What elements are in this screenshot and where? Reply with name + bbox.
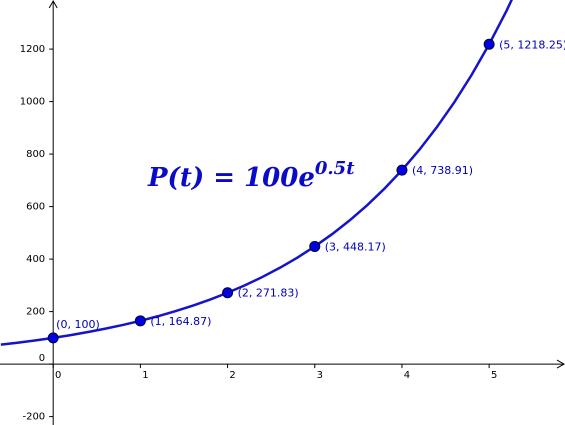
- y-tick-label: 1200: [20, 44, 45, 55]
- formula-exponent: 0.5t: [315, 158, 355, 179]
- point: [134, 315, 146, 327]
- y-tick-label: -200: [22, 412, 45, 423]
- point-label: (4, 738.91): [412, 164, 473, 177]
- x-tick-label: 1: [142, 370, 148, 381]
- y-tick-label: 600: [26, 202, 45, 213]
- point: [396, 164, 408, 176]
- x-tick-label: 5: [491, 370, 497, 381]
- y-tick-label: 1000: [20, 97, 45, 108]
- curve: [0, 0, 513, 346]
- formula: P(t) = 100e0.5t: [147, 158, 355, 193]
- x-tick-label: 3: [317, 370, 323, 381]
- x-tick-label: 0: [55, 370, 61, 381]
- point: [47, 332, 59, 344]
- x-axis-arrow: [556, 359, 565, 369]
- x-tick-label: 4: [404, 370, 410, 381]
- point-label: (2, 271.83): [238, 287, 299, 300]
- y-tick-label: 800: [26, 149, 45, 160]
- point: [483, 38, 495, 50]
- x-tick-label: 2: [229, 370, 235, 381]
- point-label: (3, 448.17): [325, 240, 386, 253]
- point: [309, 240, 321, 252]
- point-label: (0, 100): [56, 318, 100, 331]
- point-label: (5, 1218.25): [499, 38, 565, 51]
- y-tick-label: 400: [26, 254, 45, 265]
- point-label: (1, 164.87): [150, 315, 211, 328]
- y-tick-label: 0: [39, 353, 45, 364]
- y-axis-arrow: [48, 0, 58, 9]
- y-tick-label: 200: [26, 307, 45, 318]
- point: [222, 287, 234, 299]
- formula-base: P(t) = 100e: [147, 163, 315, 193]
